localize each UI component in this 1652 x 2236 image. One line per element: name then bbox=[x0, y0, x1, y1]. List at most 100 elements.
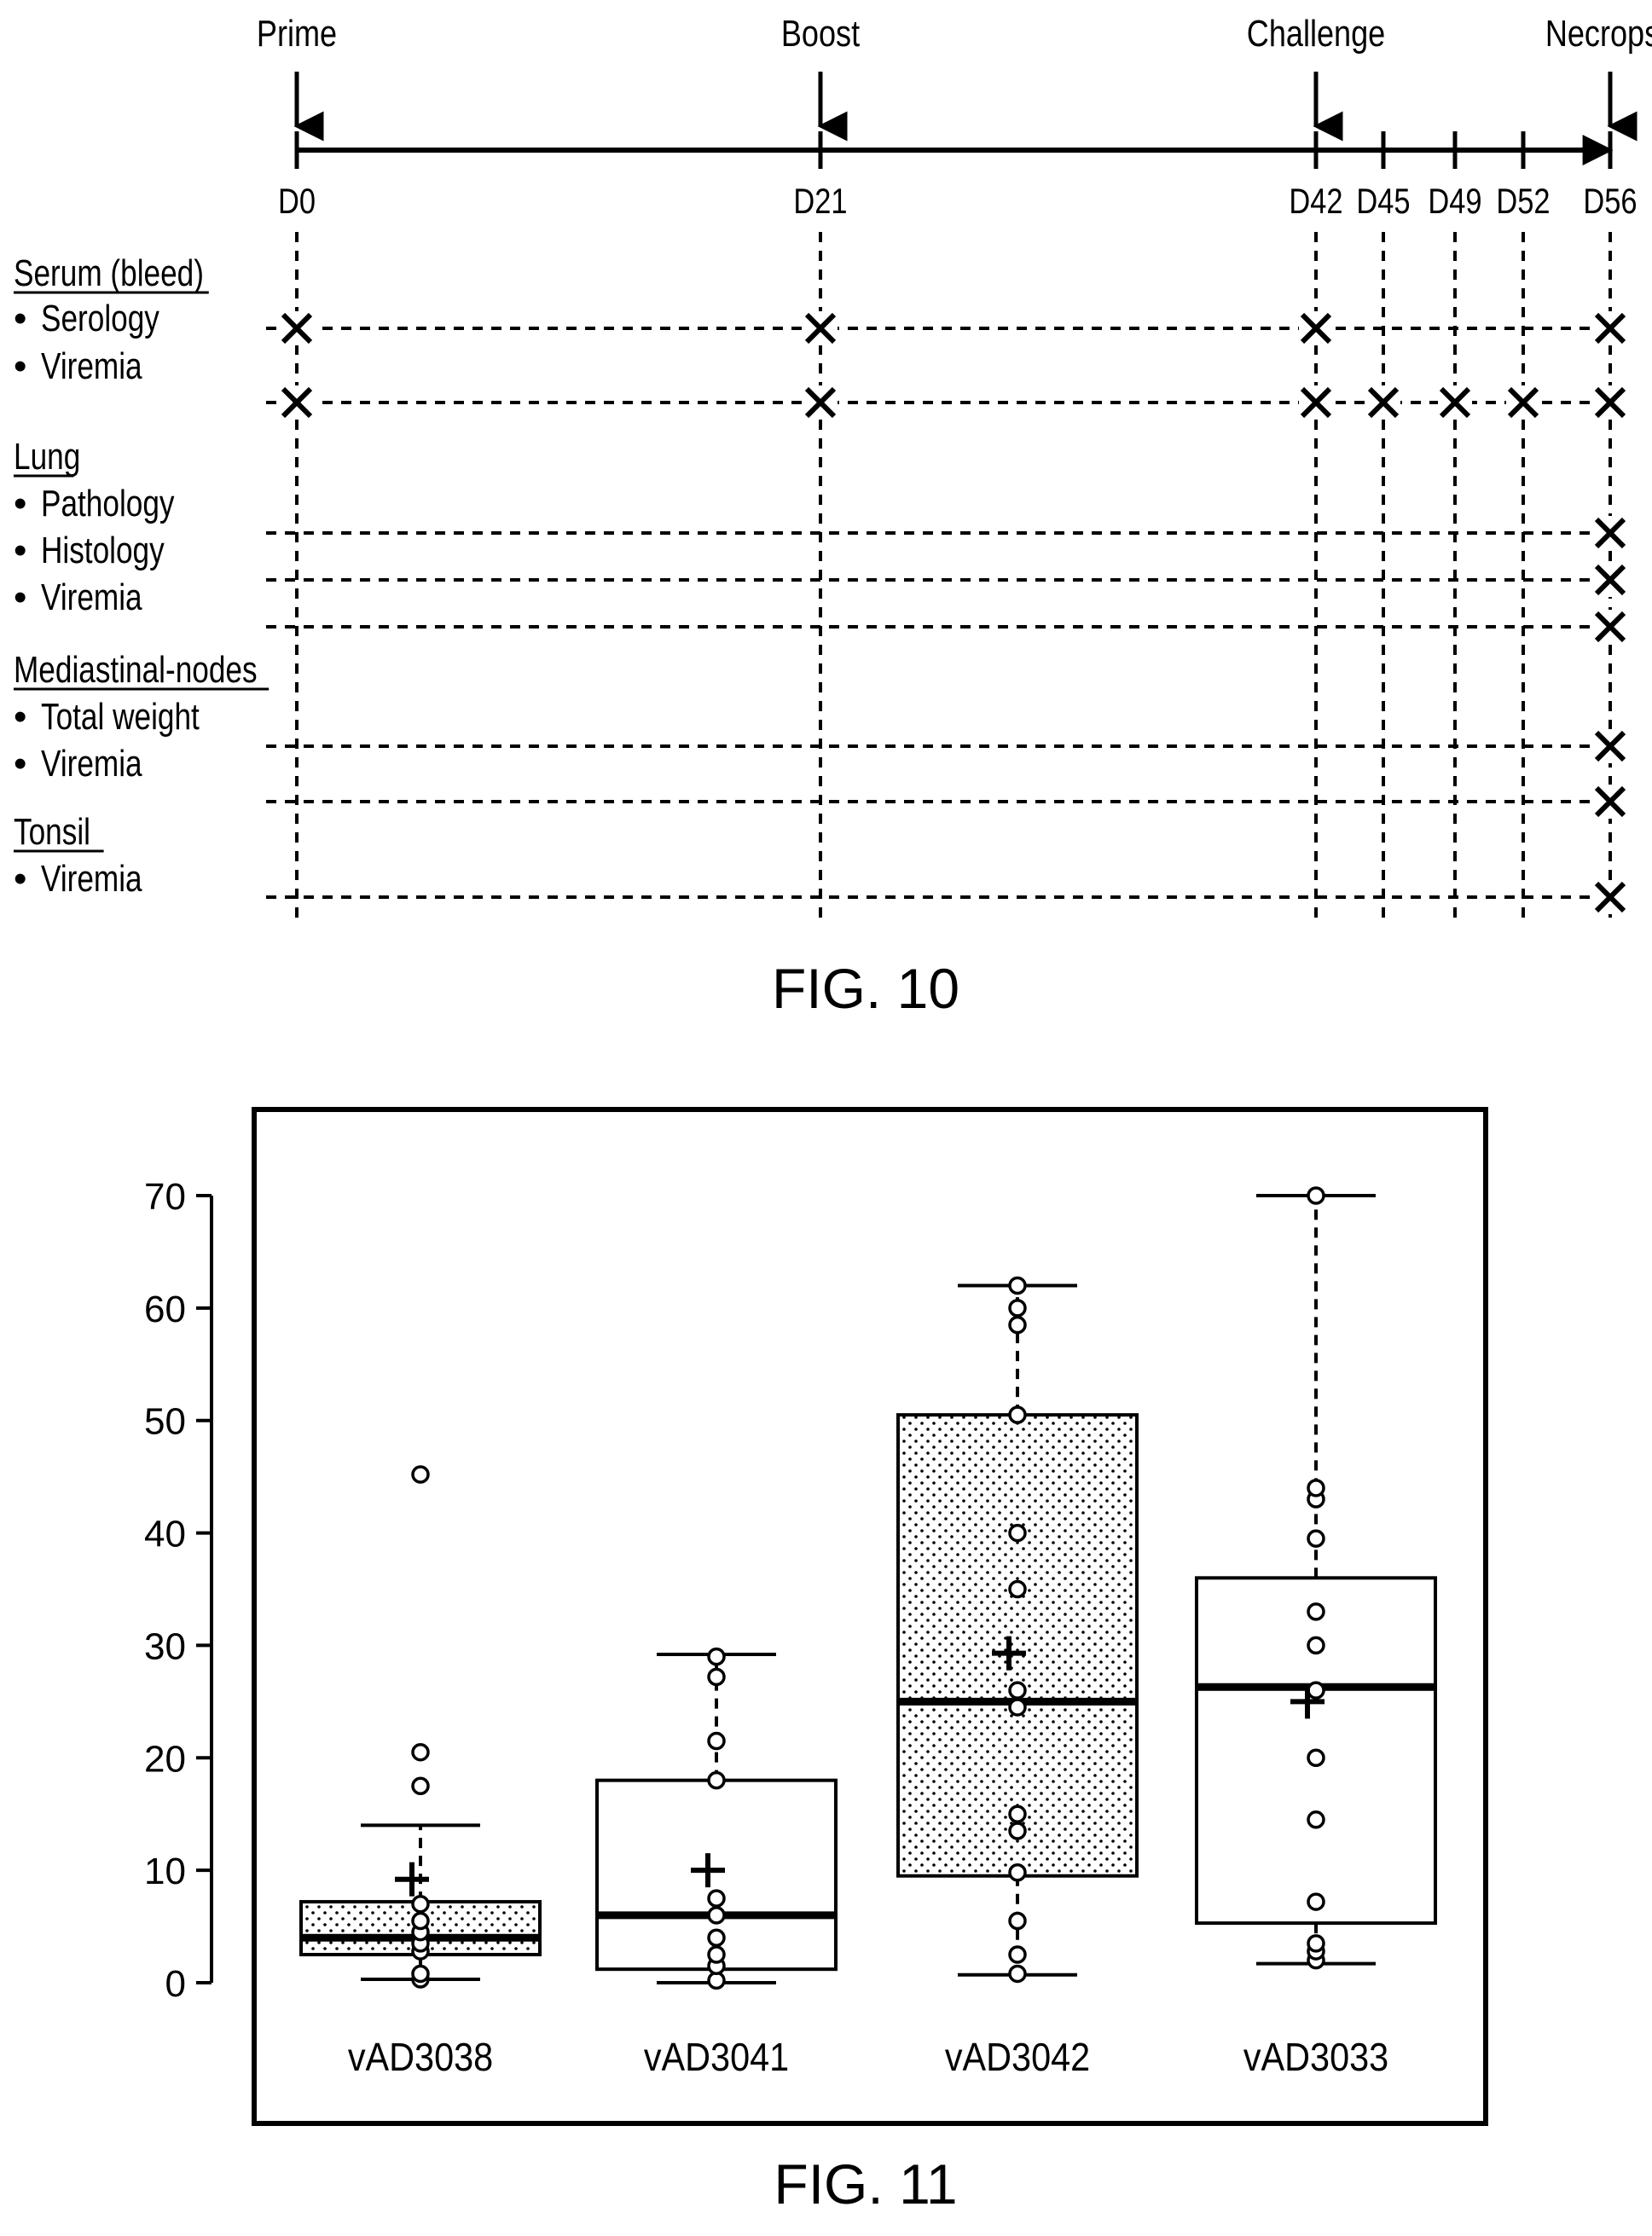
x-mark bbox=[1593, 385, 1627, 420]
data-point bbox=[413, 1897, 428, 1912]
data-point bbox=[1308, 1683, 1324, 1698]
data-point bbox=[709, 1734, 724, 1749]
category-label: vAD3042 bbox=[945, 2036, 1090, 2080]
x-mark bbox=[1593, 785, 1627, 819]
fig10-timeline-diagram: PrimeBoostChallengeNecropsyD0D21D42D45D4… bbox=[14, 13, 1652, 925]
item-bullet: • bbox=[14, 298, 26, 339]
data-point bbox=[709, 1930, 724, 1945]
data-point bbox=[1010, 1683, 1025, 1698]
x-mark bbox=[1366, 385, 1400, 420]
y-tick-label: 70 bbox=[144, 1176, 186, 1218]
data-point bbox=[709, 1669, 724, 1684]
section-heading: Lung bbox=[14, 436, 80, 478]
item-label: Histology bbox=[41, 530, 165, 571]
day-label: D56 bbox=[1583, 182, 1637, 222]
data-point bbox=[709, 1908, 724, 1923]
item-label: Viremia bbox=[41, 576, 142, 618]
box-vAD3042: vAD3042 bbox=[898, 1277, 1137, 2079]
section-heading: Mediastinal-nodes bbox=[14, 649, 258, 691]
day-label: D49 bbox=[1428, 182, 1481, 222]
item-bullet: • bbox=[14, 858, 26, 900]
x-mark bbox=[1438, 385, 1472, 420]
y-tick-label: 50 bbox=[144, 1401, 186, 1443]
data-point bbox=[1308, 1188, 1324, 1203]
data-point bbox=[1010, 1966, 1025, 1981]
data-point bbox=[1010, 1277, 1025, 1293]
data-point bbox=[1308, 1936, 1324, 1951]
event-label: Challenge bbox=[1247, 13, 1385, 55]
y-tick-label: 40 bbox=[144, 1514, 186, 1555]
y-tick-label: 30 bbox=[144, 1625, 186, 1667]
category-label: vAD3033 bbox=[1243, 2036, 1388, 2080]
item-bullet: • bbox=[14, 743, 26, 785]
data-point bbox=[1010, 1318, 1025, 1333]
x-mark bbox=[1593, 729, 1627, 763]
section-heading: Tonsil bbox=[14, 811, 90, 853]
data-point bbox=[709, 1947, 724, 1962]
day-label: D42 bbox=[1289, 182, 1342, 222]
x-mark bbox=[803, 385, 838, 420]
box-vAD3038: vAD3038 bbox=[301, 1467, 540, 2080]
y-tick-label: 20 bbox=[144, 1738, 186, 1780]
x-mark bbox=[1299, 385, 1333, 420]
box-vAD3033: vAD3033 bbox=[1197, 1188, 1435, 2080]
y-tick-label: 60 bbox=[144, 1289, 186, 1330]
event-label: Necropsy bbox=[1545, 13, 1652, 55]
event-label: Prime bbox=[257, 13, 337, 55]
fig11-boxplot-chart: 0 10 20 30 40 50 60 70 vAD3038 vAD3041 vAD3042 vAD3… bbox=[144, 1109, 1486, 2123]
data-point bbox=[413, 1913, 428, 1928]
data-point bbox=[709, 1649, 724, 1665]
data-point bbox=[1010, 1700, 1025, 1715]
data-point bbox=[1010, 1300, 1025, 1316]
item-bullet: • bbox=[14, 530, 26, 571]
event-label: Boost bbox=[781, 13, 860, 55]
data-point bbox=[709, 1891, 724, 1906]
data-point bbox=[1010, 1806, 1025, 1822]
category-label: vAD3041 bbox=[644, 2036, 789, 2080]
x-mark bbox=[1593, 610, 1627, 644]
data-point bbox=[1308, 1750, 1324, 1765]
x-mark bbox=[1593, 311, 1627, 345]
item-label: Viremia bbox=[41, 345, 142, 387]
data-point bbox=[1308, 1894, 1324, 1909]
data-point bbox=[1010, 1823, 1025, 1839]
x-mark bbox=[1593, 880, 1627, 914]
data-point bbox=[1308, 1812, 1324, 1828]
x-mark bbox=[1299, 311, 1333, 345]
day-label: D21 bbox=[793, 182, 847, 222]
item-label: Viremia bbox=[41, 743, 142, 785]
data-point bbox=[709, 1972, 724, 1988]
data-point bbox=[1010, 1913, 1025, 1928]
x-mark bbox=[1593, 516, 1627, 550]
item-bullet: • bbox=[14, 696, 26, 738]
data-point bbox=[413, 1966, 428, 1981]
data-point bbox=[1010, 1947, 1025, 1962]
x-mark bbox=[280, 385, 314, 420]
x-mark bbox=[280, 311, 314, 345]
data-point bbox=[1010, 1407, 1025, 1422]
fig11-caption: FIG. 11 bbox=[774, 2152, 957, 2216]
data-point bbox=[413, 1467, 428, 1482]
data-point bbox=[1010, 1865, 1025, 1880]
x-mark bbox=[803, 311, 838, 345]
data-point bbox=[1308, 1637, 1324, 1653]
day-label: D0 bbox=[278, 182, 316, 222]
x-mark bbox=[1593, 563, 1627, 597]
data-point bbox=[413, 1778, 428, 1793]
box-vAD3041: vAD3041 bbox=[597, 1649, 836, 2080]
data-point bbox=[1308, 1604, 1324, 1619]
item-label: Viremia bbox=[41, 858, 142, 900]
data-point bbox=[413, 1745, 428, 1760]
item-label: Pathology bbox=[41, 483, 175, 524]
item-label: Total weight bbox=[41, 696, 200, 738]
data-point bbox=[1308, 1531, 1324, 1546]
section-heading: Serum (bleed) bbox=[14, 252, 204, 294]
day-label: D52 bbox=[1496, 182, 1550, 222]
y-tick-label: 10 bbox=[144, 1851, 186, 1892]
item-bullet: • bbox=[14, 483, 26, 524]
item-bullet: • bbox=[14, 576, 26, 618]
y-tick-label: 0 bbox=[165, 1963, 186, 2005]
item-label: Serology bbox=[41, 298, 159, 339]
data-point bbox=[1010, 1526, 1025, 1541]
